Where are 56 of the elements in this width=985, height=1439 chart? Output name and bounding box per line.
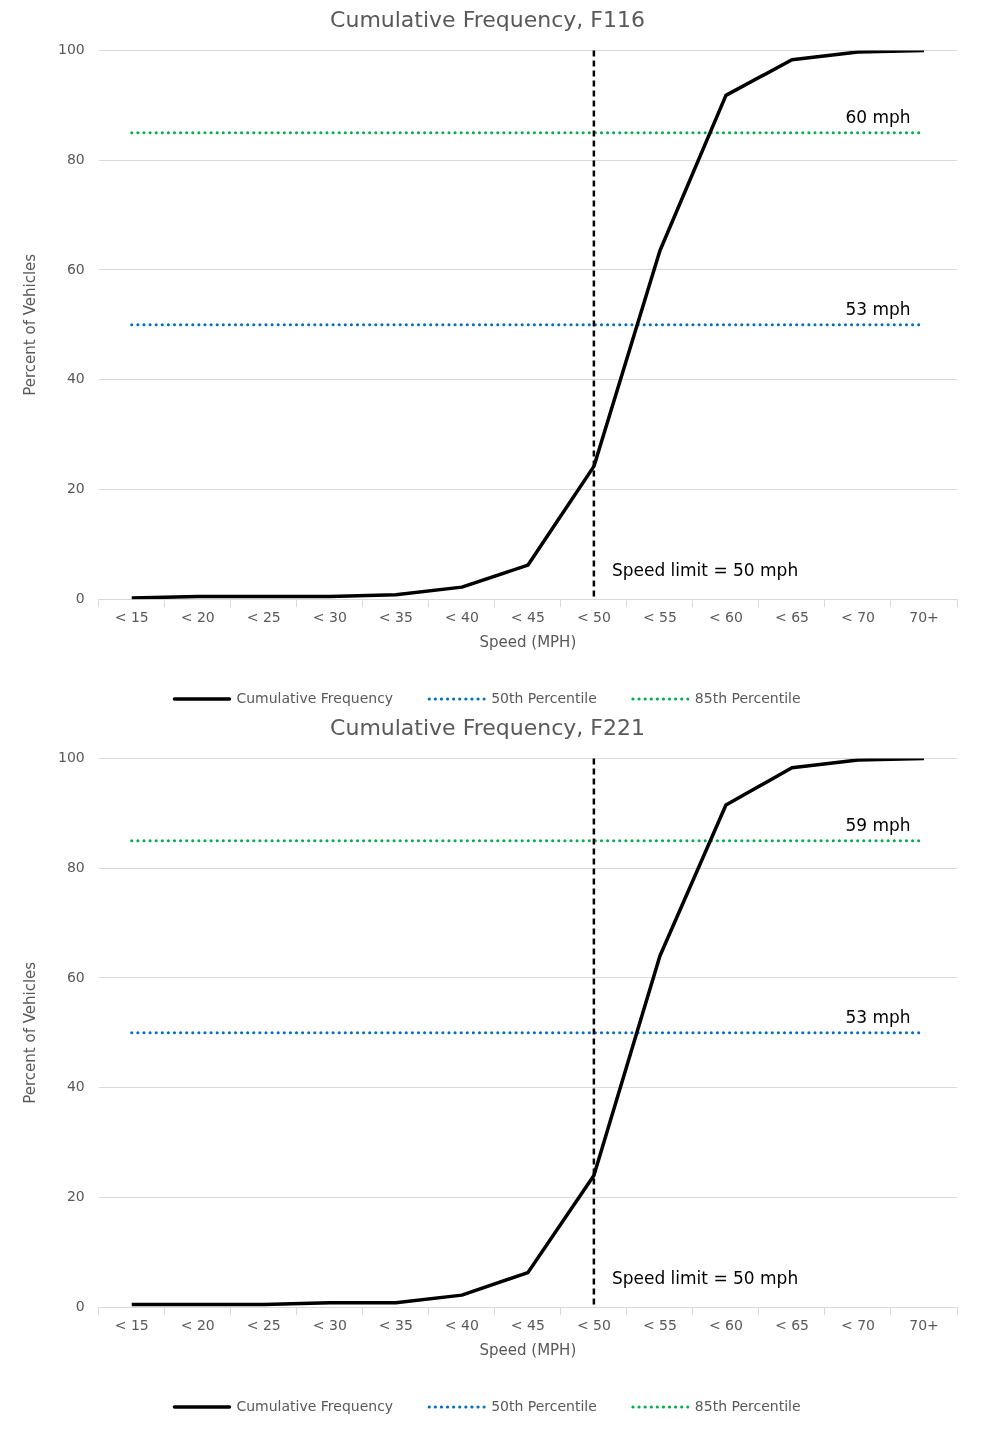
y-tick-label: 100 <box>57 749 85 766</box>
x-tick-label: < 40 <box>444 609 479 626</box>
x-tick-label: < 20 <box>180 1317 215 1334</box>
x-tick-label: < 15 <box>114 1317 149 1334</box>
y-tick-label: 0 <box>75 589 85 606</box>
legend-label: 85th Percentile <box>694 689 801 706</box>
y-tick-label: 20 <box>66 480 85 497</box>
x-tick-label: < 55 <box>642 1317 677 1334</box>
x-tick-label: < 25 <box>246 1317 281 1334</box>
x-tick-label: < 45 <box>510 1317 545 1334</box>
y-tick-label: 80 <box>66 150 85 167</box>
legend-label: 85th Percentile <box>694 1397 801 1414</box>
annotation: 60 mph <box>845 106 911 127</box>
x-tick-label: 70+ <box>909 609 939 626</box>
ref-line-label: Speed limit = 50 mph <box>611 559 799 580</box>
x-tick-label: < 60 <box>708 609 743 626</box>
y-axis-title: Percent of Vehicles <box>20 961 39 1104</box>
y-tick-label: 40 <box>66 1078 85 1095</box>
x-tick-label: < 60 <box>708 1317 743 1334</box>
y-tick-label: 60 <box>66 260 85 277</box>
y-tick-label: 20 <box>66 1188 85 1205</box>
chart-title: Cumulative Frequency, F221 <box>330 714 645 740</box>
x-tick-label: < 30 <box>312 1317 347 1334</box>
ref-line-label: Speed limit = 50 mph <box>611 1267 799 1288</box>
legend-label: 50th Percentile <box>491 689 597 706</box>
x-tick-label: < 70 <box>840 609 875 626</box>
legend-label: Cumulative Frequency <box>236 1397 394 1414</box>
x-axis-title: Speed (MPH) <box>479 632 577 651</box>
x-tick-label: < 55 <box>642 609 677 626</box>
x-tick-label: < 35 <box>378 609 413 626</box>
legend-label: Cumulative Frequency <box>236 689 394 706</box>
x-tick-label: < 25 <box>246 609 281 626</box>
y-axis-title: Percent of Vehicles <box>20 253 39 396</box>
x-tick-label: < 15 <box>114 609 149 626</box>
x-tick-label: < 40 <box>444 1317 479 1334</box>
x-axis-title: Speed (MPH) <box>479 1340 577 1359</box>
y-tick-label: 40 <box>66 370 85 387</box>
annotation: 59 mph <box>845 814 911 835</box>
x-tick-label: < 65 <box>774 609 809 626</box>
x-tick-label: < 20 <box>180 609 215 626</box>
annotation: 53 mph <box>845 298 911 319</box>
chart-title: Cumulative Frequency, F116 <box>330 6 645 32</box>
x-tick-label: < 30 <box>312 609 347 626</box>
x-tick-label: 70+ <box>909 1317 939 1334</box>
x-tick-label: < 45 <box>510 609 545 626</box>
x-tick-label: < 50 <box>576 609 611 626</box>
y-tick-label: 0 <box>75 1297 85 1314</box>
y-tick-label: 60 <box>66 968 85 985</box>
annotation: 53 mph <box>845 1006 911 1027</box>
x-tick-label: < 35 <box>378 1317 413 1334</box>
y-tick-label: 80 <box>66 858 85 875</box>
x-tick-label: < 50 <box>576 1317 611 1334</box>
x-tick-label: < 70 <box>840 1317 875 1334</box>
legend-label: 50th Percentile <box>491 1397 597 1414</box>
y-tick-label: 100 <box>57 41 85 58</box>
x-tick-label: < 65 <box>774 1317 809 1334</box>
